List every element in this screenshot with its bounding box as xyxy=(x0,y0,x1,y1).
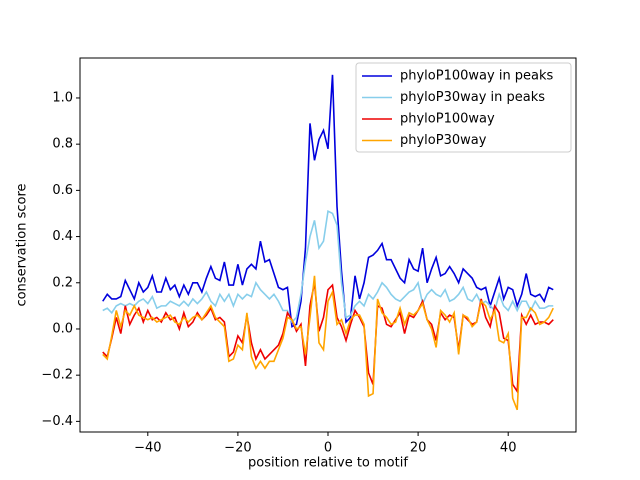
x-tick-label: 0 xyxy=(324,441,332,456)
x-axis-label: position relative to motif xyxy=(248,456,408,471)
x-tick-label: 40 xyxy=(500,441,517,456)
legend-label: phyloP100way xyxy=(400,112,495,127)
y-tick-label: 0.8 xyxy=(52,137,73,152)
y-tick-label: 0.6 xyxy=(52,183,73,198)
y-axis-label: conservation score xyxy=(15,183,30,306)
y-tick-label: −0.2 xyxy=(41,368,73,383)
y-tick-label: −0.4 xyxy=(41,414,73,429)
y-tick-label: 0.2 xyxy=(52,275,73,290)
legend-label: phyloP30way in peaks xyxy=(400,90,545,105)
y-tick-label: 1.0 xyxy=(52,90,73,105)
plot-frame xyxy=(79,57,577,433)
legend-box xyxy=(355,62,572,153)
x-tick-label: −40 xyxy=(134,441,161,456)
x-tick-label: −20 xyxy=(224,441,251,456)
data-line xyxy=(102,275,554,411)
y-tick-label: 0.4 xyxy=(52,229,73,244)
legend-label: phyloP100way in peaks xyxy=(400,69,554,84)
y-tick-label: 0.0 xyxy=(52,321,73,336)
data-line xyxy=(102,74,554,328)
data-line xyxy=(102,209,554,324)
x-tick-label: 20 xyxy=(410,441,427,456)
legend-label: phyloP30way xyxy=(400,133,487,148)
